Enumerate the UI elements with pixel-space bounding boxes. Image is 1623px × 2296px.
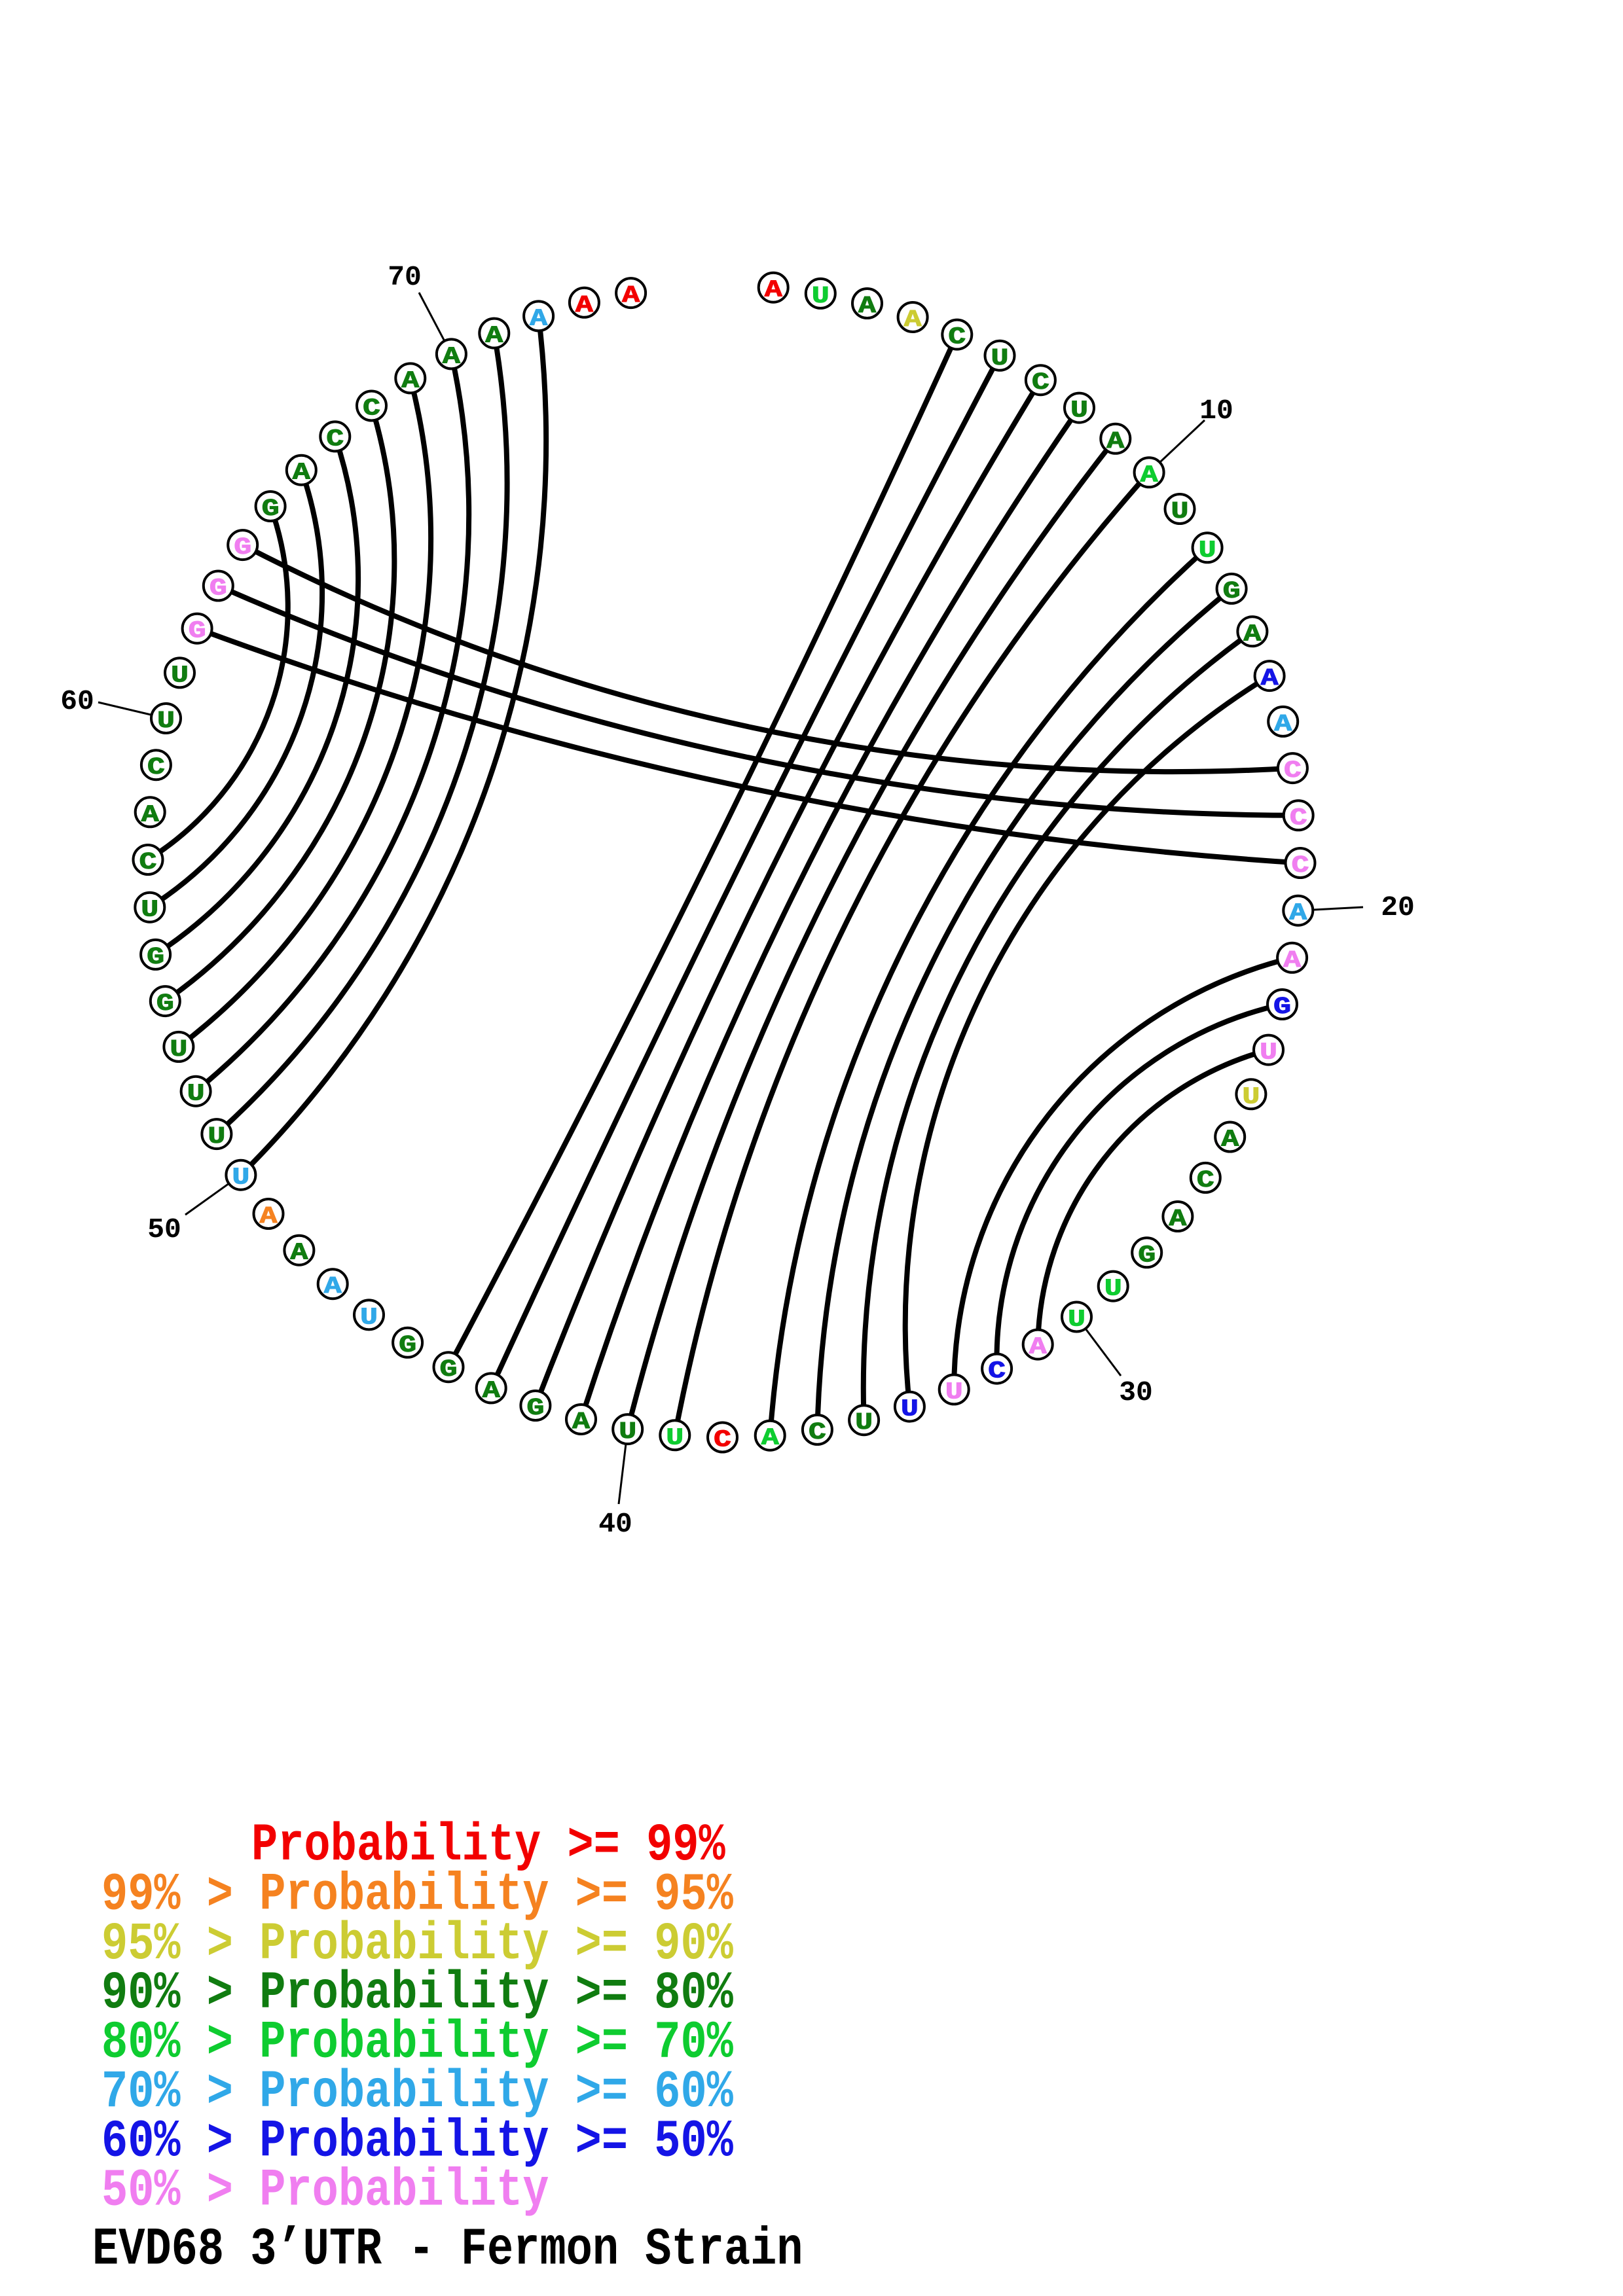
svg-text:C: C [1197, 1168, 1214, 1194]
svg-text:A: A [1243, 621, 1262, 648]
svg-text:U: U [157, 708, 175, 735]
svg-text:U: U [1068, 1306, 1085, 1333]
svg-text:U: U [141, 897, 158, 924]
svg-text:G: G [234, 535, 251, 562]
svg-text:A: A [1106, 429, 1125, 456]
svg-text:10: 10 [1199, 395, 1233, 427]
svg-text:A: A [1261, 666, 1279, 692]
svg-text:U: U [1260, 1039, 1277, 1066]
svg-text:50: 50 [147, 1213, 181, 1246]
svg-text:U: U [812, 283, 830, 310]
svg-text:C: C [988, 1358, 1006, 1385]
svg-text:C: C [326, 426, 344, 453]
svg-text:U: U [1070, 397, 1088, 424]
svg-text:20: 20 [1381, 891, 1415, 924]
svg-text:A: A [483, 1378, 501, 1405]
svg-text:A: A [1169, 1206, 1187, 1233]
svg-text:A: A [1221, 1126, 1239, 1153]
svg-text:U: U [360, 1304, 378, 1331]
svg-text:U: U [171, 662, 189, 689]
svg-text:A: A [1283, 948, 1302, 975]
svg-text:U: U [232, 1165, 249, 1192]
svg-text:C: C [1290, 805, 1307, 832]
svg-text:C: C [147, 755, 165, 781]
svg-text:C: C [809, 1420, 826, 1446]
svg-text:80% > Probability >= 70%: 80% > Probability >= 70% [101, 2013, 733, 2073]
svg-text:A: A [765, 278, 783, 304]
svg-text:G: G [399, 1333, 416, 1359]
svg-text:A: A [572, 1409, 591, 1436]
svg-text:A: A [401, 368, 420, 395]
svg-text:90% > Probability >= 80%: 90% > Probability >= 80% [101, 1964, 733, 2024]
svg-text:99% > Probability >= 95%: 99% > Probability >= 95% [101, 1865, 733, 1925]
svg-text:U: U [619, 1419, 636, 1446]
svg-text:G: G [210, 575, 227, 602]
svg-text:A: A [1274, 711, 1292, 738]
svg-text:A: A [904, 307, 922, 334]
svg-text:A: A [324, 1274, 342, 1300]
svg-text:60: 60 [60, 685, 94, 717]
svg-text:40: 40 [598, 1508, 632, 1540]
svg-text:U: U [170, 1037, 187, 1064]
svg-text:U: U [991, 346, 1008, 372]
svg-text:A: A [761, 1426, 780, 1452]
svg-text:G: G [439, 1357, 457, 1384]
svg-text:70% > Probability >= 60%: 70% > Probability >= 60% [101, 2063, 733, 2123]
svg-text:C: C [1284, 758, 1302, 785]
svg-text:A: A [290, 1240, 308, 1267]
svg-text:U: U [187, 1081, 205, 1108]
svg-text:30: 30 [1119, 1376, 1153, 1408]
svg-text:50% > Probability: 50% > Probability [101, 2161, 549, 2221]
svg-text:C: C [363, 395, 380, 422]
svg-text:U: U [666, 1425, 684, 1452]
svg-text:A: A [1029, 1334, 1048, 1361]
svg-text:A: A [259, 1204, 278, 1230]
svg-text:U: U [1171, 499, 1188, 526]
svg-text:U: U [1242, 1084, 1260, 1111]
svg-text:U: U [1199, 537, 1216, 564]
svg-text:C: C [714, 1427, 731, 1454]
svg-text:A: A [858, 293, 877, 320]
svg-text:A: A [485, 323, 503, 350]
svg-text:C: C [948, 324, 966, 351]
svg-text:G: G [526, 1395, 544, 1422]
svg-text:A: A [1289, 901, 1307, 927]
svg-text:A: A [443, 344, 461, 370]
svg-text:A: A [530, 306, 548, 332]
svg-text:G: G [262, 496, 280, 523]
svg-text:EVD68 3’UTR - Fermon Strain: EVD68 3’UTR - Fermon Strain [92, 2220, 803, 2280]
svg-text:U: U [208, 1124, 225, 1151]
svg-text:70: 70 [388, 261, 422, 293]
svg-text:U: U [855, 1410, 873, 1437]
svg-text:A: A [622, 283, 640, 310]
svg-text:C: C [139, 850, 156, 876]
svg-text:U: U [1104, 1276, 1122, 1302]
svg-text:G: G [1273, 994, 1291, 1021]
svg-text:95% > Probability >= 90%: 95% > Probability >= 90% [101, 1915, 733, 1975]
svg-text:A: A [293, 460, 311, 487]
svg-text:G: G [1138, 1242, 1156, 1269]
svg-text:G: G [189, 619, 206, 645]
svg-text:U: U [945, 1379, 963, 1406]
svg-text:C: C [1291, 853, 1309, 880]
svg-text:G: G [147, 944, 164, 971]
svg-text:U: U [901, 1396, 919, 1423]
svg-text:60% > Probability >= 50%: 60% > Probability >= 50% [101, 2112, 733, 2172]
svg-text:Probability >= 99%: Probability >= 99% [251, 1816, 725, 1876]
svg-text:A: A [575, 293, 594, 319]
svg-text:G: G [156, 991, 174, 1018]
svg-text:G: G [1223, 579, 1241, 605]
svg-text:C: C [1032, 370, 1049, 397]
svg-text:A: A [1140, 462, 1159, 489]
svg-text:A: A [141, 802, 160, 829]
